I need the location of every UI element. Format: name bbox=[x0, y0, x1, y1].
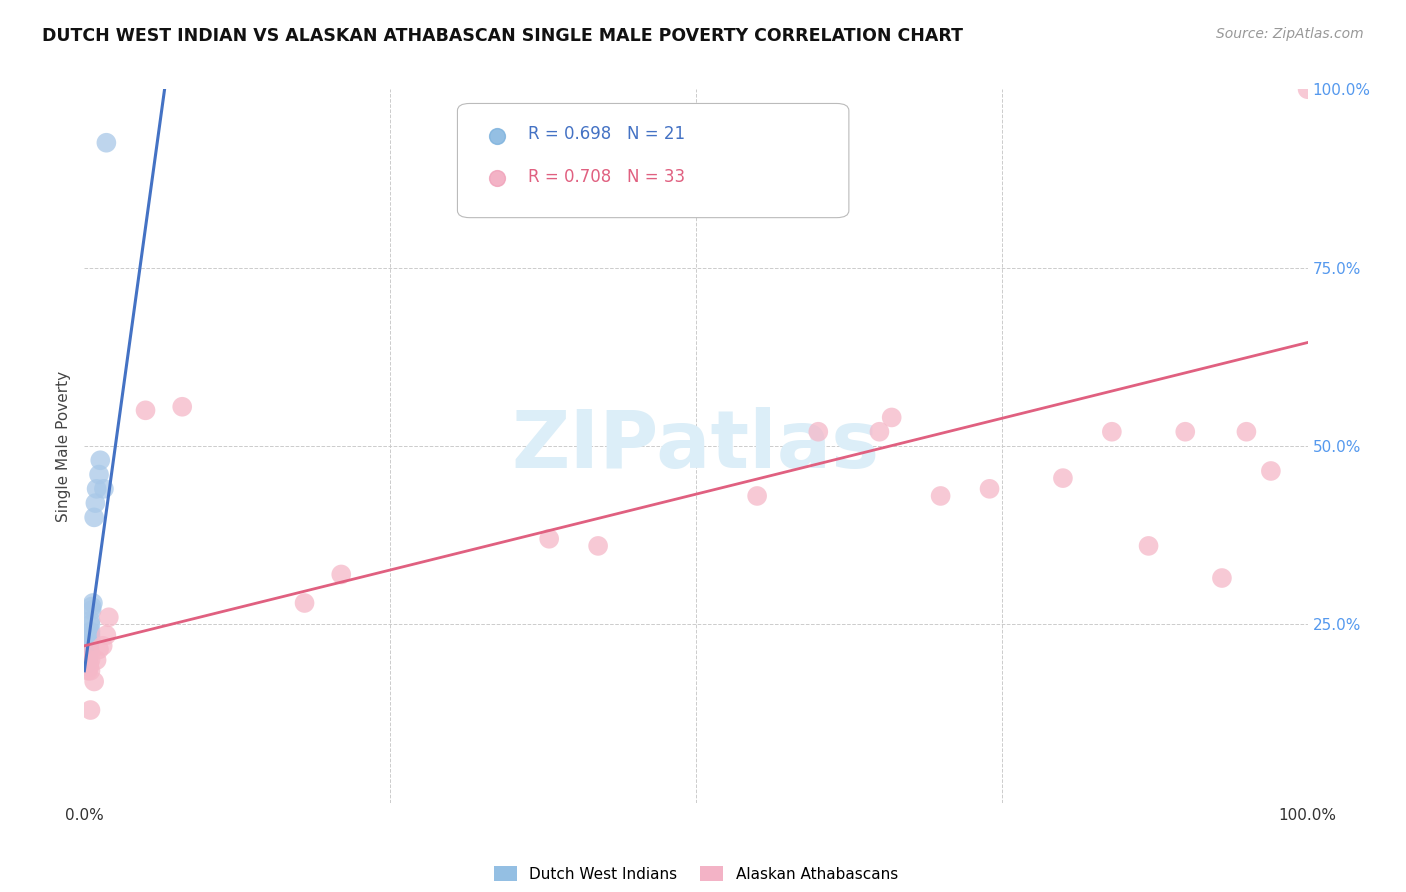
Y-axis label: Single Male Poverty: Single Male Poverty bbox=[56, 370, 72, 522]
Point bbox=[82, 596, 104, 610]
Point bbox=[79, 617, 101, 632]
Point bbox=[1260, 464, 1282, 478]
Point bbox=[79, 653, 101, 667]
Point bbox=[869, 425, 891, 439]
Point bbox=[77, 635, 100, 649]
Text: ZIPatlas: ZIPatlas bbox=[512, 407, 880, 485]
Point bbox=[1052, 471, 1074, 485]
Legend: Dutch West Indians, Alaskan Athabascans: Dutch West Indians, Alaskan Athabascans bbox=[488, 860, 904, 888]
Point bbox=[1211, 571, 1233, 585]
Point bbox=[1101, 425, 1123, 439]
Point bbox=[485, 128, 508, 143]
Point bbox=[77, 664, 100, 678]
Point bbox=[1174, 425, 1197, 439]
Point bbox=[77, 639, 100, 653]
Point bbox=[84, 496, 107, 510]
Text: Source: ZipAtlas.com: Source: ZipAtlas.com bbox=[1216, 27, 1364, 41]
FancyBboxPatch shape bbox=[457, 103, 849, 218]
Point bbox=[77, 653, 100, 667]
Point bbox=[79, 703, 101, 717]
Point bbox=[97, 610, 120, 624]
Point bbox=[747, 489, 769, 503]
Point bbox=[1137, 539, 1160, 553]
Point bbox=[89, 453, 111, 467]
Point bbox=[1296, 82, 1319, 96]
Point bbox=[79, 664, 101, 678]
Point bbox=[96, 136, 118, 150]
Point bbox=[1236, 425, 1258, 439]
Point bbox=[77, 657, 100, 671]
Point bbox=[807, 425, 830, 439]
Text: DUTCH WEST INDIAN VS ALASKAN ATHABASCAN SINGLE MALE POVERTY CORRELATION CHART: DUTCH WEST INDIAN VS ALASKAN ATHABASCAN … bbox=[42, 27, 963, 45]
Point bbox=[91, 639, 114, 653]
Point bbox=[80, 603, 103, 617]
Point bbox=[979, 482, 1001, 496]
Point bbox=[79, 614, 101, 628]
Point bbox=[135, 403, 157, 417]
Point bbox=[80, 599, 103, 614]
Point bbox=[87, 467, 110, 482]
Point bbox=[172, 400, 194, 414]
Point bbox=[79, 632, 101, 646]
Point bbox=[77, 642, 100, 657]
Point bbox=[330, 567, 353, 582]
Point bbox=[485, 171, 508, 186]
Point bbox=[96, 628, 118, 642]
Point bbox=[880, 410, 903, 425]
Point bbox=[86, 482, 108, 496]
Point bbox=[79, 646, 101, 660]
Point bbox=[76, 657, 98, 671]
Point bbox=[83, 674, 105, 689]
Point bbox=[586, 539, 609, 553]
Point bbox=[83, 510, 105, 524]
Point bbox=[87, 642, 110, 657]
Point bbox=[538, 532, 561, 546]
Text: R = 0.708   N = 33: R = 0.708 N = 33 bbox=[529, 168, 686, 186]
Point bbox=[294, 596, 316, 610]
Text: R = 0.698   N = 21: R = 0.698 N = 21 bbox=[529, 125, 686, 143]
Point bbox=[77, 660, 100, 674]
Point bbox=[77, 646, 100, 660]
Point bbox=[93, 482, 115, 496]
Point bbox=[79, 628, 101, 642]
Point bbox=[86, 653, 108, 667]
Point bbox=[929, 489, 952, 503]
Point bbox=[79, 624, 101, 639]
